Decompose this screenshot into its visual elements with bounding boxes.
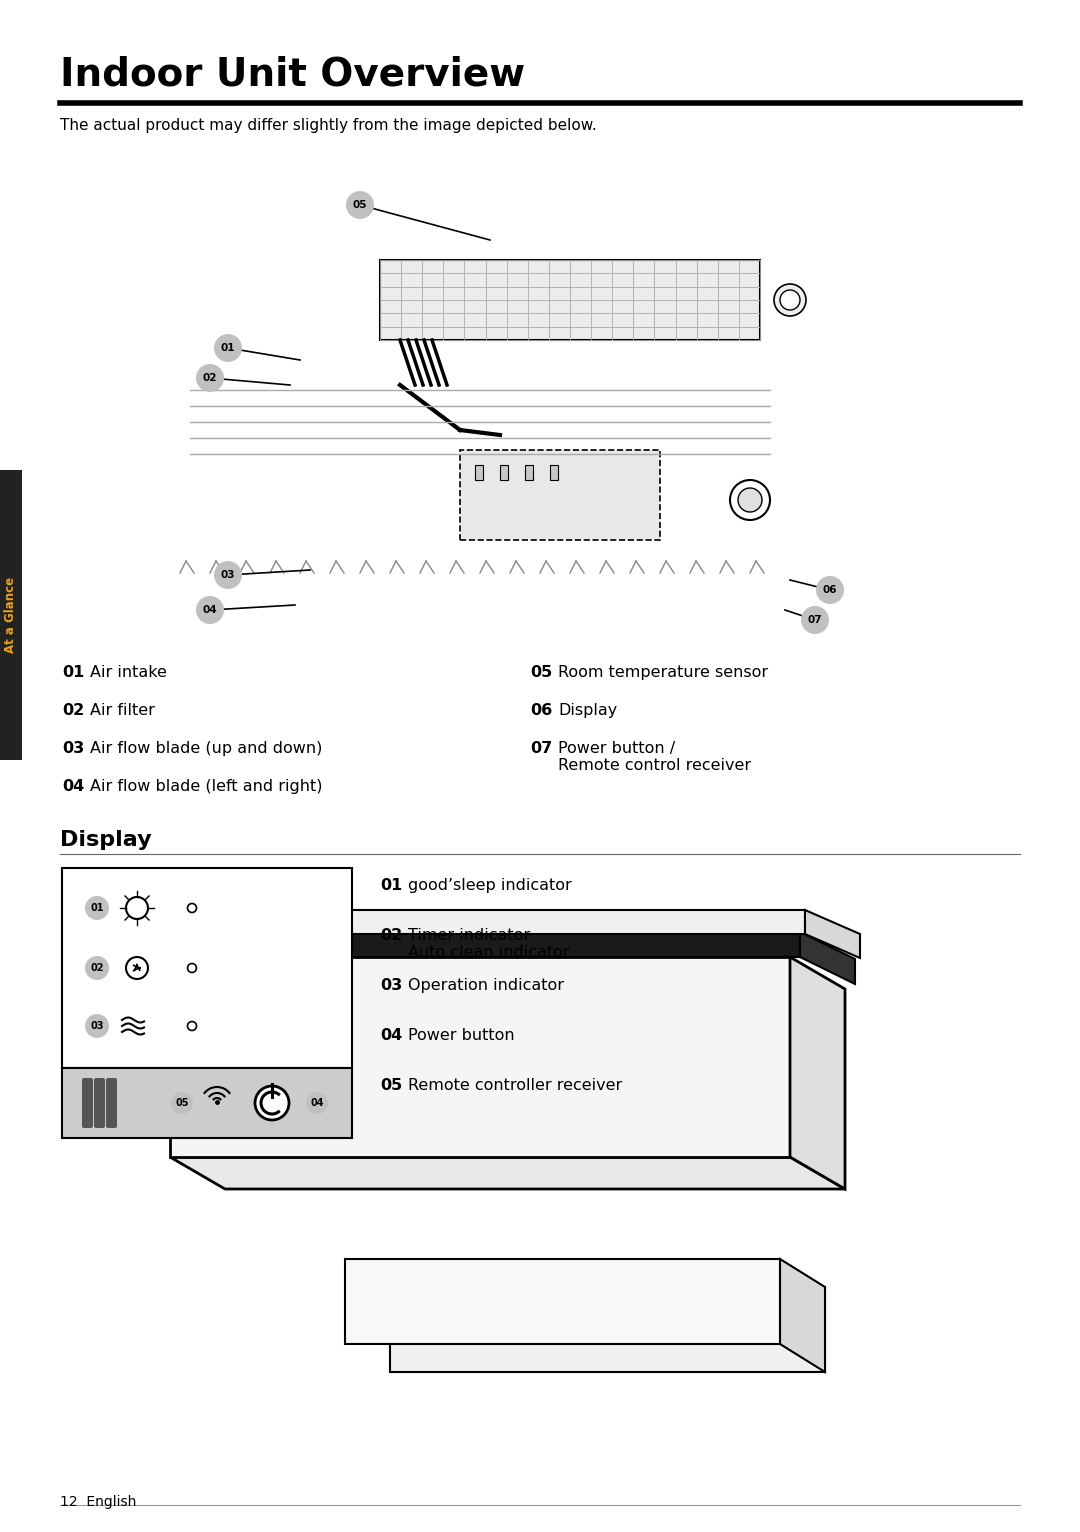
Polygon shape — [345, 1259, 780, 1344]
Circle shape — [195, 365, 224, 392]
Text: 02: 02 — [91, 964, 104, 973]
Text: Room temperature sensor: Room temperature sensor — [558, 665, 768, 680]
Text: 04: 04 — [203, 605, 217, 614]
Text: 06: 06 — [823, 585, 837, 594]
Text: 02: 02 — [203, 372, 217, 383]
Text: Display: Display — [558, 703, 618, 719]
Polygon shape — [780, 1259, 825, 1373]
Bar — [525, 466, 534, 480]
Text: 07: 07 — [808, 614, 822, 625]
Text: 04: 04 — [62, 778, 84, 794]
Bar — [380, 260, 760, 340]
Text: 05: 05 — [353, 201, 367, 210]
Text: Remote controller receiver: Remote controller receiver — [408, 1079, 622, 1092]
Text: Air flow blade (left and right): Air flow blade (left and right) — [90, 778, 323, 794]
Text: The actual product may differ slightly from the image depicted below.: The actual product may differ slightly f… — [60, 118, 597, 133]
Bar — [380, 260, 760, 340]
Bar — [550, 466, 558, 480]
Circle shape — [171, 1092, 193, 1114]
Polygon shape — [170, 1157, 845, 1189]
Text: 06: 06 — [530, 703, 552, 719]
Text: Air flow blade (up and down): Air flow blade (up and down) — [90, 741, 322, 755]
FancyBboxPatch shape — [94, 1079, 105, 1128]
Circle shape — [214, 561, 242, 588]
Bar — [62, 869, 352, 1068]
Text: Display: Display — [60, 830, 151, 850]
Polygon shape — [156, 910, 805, 935]
Circle shape — [85, 896, 109, 921]
Text: good’sleep indicator: good’sleep indicator — [408, 878, 571, 893]
Bar — [0, 470, 22, 760]
Circle shape — [195, 596, 224, 624]
Text: 07: 07 — [530, 741, 552, 755]
Circle shape — [816, 576, 843, 604]
Text: 04: 04 — [310, 1098, 324, 1108]
Circle shape — [738, 489, 762, 512]
Text: Timer indicator
Auto clean indicator: Timer indicator Auto clean indicator — [408, 928, 569, 961]
Circle shape — [214, 334, 242, 362]
Text: 03: 03 — [91, 1020, 104, 1031]
Text: Power button: Power button — [408, 1028, 515, 1043]
Bar — [460, 450, 660, 539]
Text: 01: 01 — [62, 665, 84, 680]
Circle shape — [255, 1086, 289, 1120]
Polygon shape — [800, 931, 855, 984]
Text: 02: 02 — [380, 928, 402, 944]
Text: 03: 03 — [62, 741, 84, 755]
Circle shape — [85, 1014, 109, 1039]
Bar — [475, 466, 483, 480]
Text: 02: 02 — [62, 703, 84, 719]
Polygon shape — [789, 958, 845, 1189]
Polygon shape — [390, 1287, 825, 1373]
Text: 01: 01 — [220, 343, 235, 352]
Text: At a Glance: At a Glance — [4, 578, 17, 653]
Bar — [62, 1068, 352, 1138]
Text: 03: 03 — [380, 977, 402, 993]
Text: 05: 05 — [175, 1098, 189, 1108]
Polygon shape — [805, 910, 860, 958]
Text: Power button /
Remote control receiver: Power button / Remote control receiver — [558, 741, 751, 774]
Circle shape — [774, 283, 806, 316]
Circle shape — [85, 956, 109, 980]
Circle shape — [780, 290, 800, 309]
Circle shape — [346, 192, 374, 219]
Polygon shape — [160, 931, 800, 958]
Text: 04: 04 — [380, 1028, 402, 1043]
Text: 03: 03 — [220, 570, 235, 581]
Text: 05: 05 — [380, 1079, 402, 1092]
Text: Operation indicator: Operation indicator — [408, 977, 564, 993]
FancyBboxPatch shape — [82, 1079, 93, 1128]
Circle shape — [801, 607, 829, 634]
Text: Indoor Unit Overview: Indoor Unit Overview — [60, 55, 525, 93]
Text: Air filter: Air filter — [90, 703, 154, 719]
Bar — [500, 466, 508, 480]
Text: 01: 01 — [380, 878, 402, 893]
Text: 01: 01 — [91, 902, 104, 913]
Text: Air intake: Air intake — [90, 665, 167, 680]
Text: 05: 05 — [530, 665, 552, 680]
Circle shape — [730, 480, 770, 519]
FancyBboxPatch shape — [106, 1079, 117, 1128]
Circle shape — [306, 1092, 328, 1114]
Text: 12  English: 12 English — [60, 1495, 136, 1509]
Polygon shape — [170, 958, 789, 1157]
